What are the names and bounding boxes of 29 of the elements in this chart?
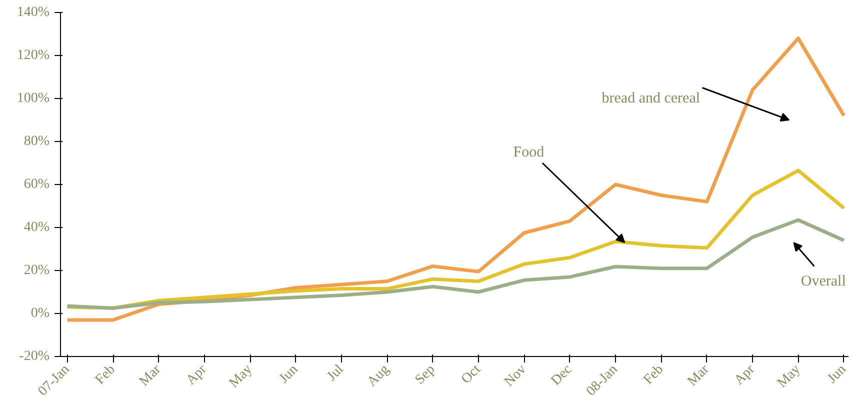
y-tick-label: 60% xyxy=(24,177,50,192)
text: Overall xyxy=(800,273,846,290)
y-tick-label: 20% xyxy=(24,263,50,278)
x-tick-label: Dec xyxy=(548,362,576,389)
y-tick-label: 40% xyxy=(24,220,50,235)
x-tick-label: Jun xyxy=(276,362,302,387)
x-tick-label: May xyxy=(774,362,804,391)
y-tick-label: -20% xyxy=(19,349,50,364)
text: bread and cereal xyxy=(602,90,700,106)
y-tick-label: 140% xyxy=(16,5,50,20)
x-tick-label: Oct xyxy=(458,362,484,388)
x-tick-label: May xyxy=(226,362,256,391)
x-tick-label: Aug xyxy=(364,362,392,390)
x-tick-label: Mar xyxy=(685,362,712,390)
x-tick-label: Nov xyxy=(502,362,530,390)
y-tick-label: 80% xyxy=(24,134,50,149)
x-tick-label: Jun xyxy=(824,362,850,387)
x-tick-label: Feb xyxy=(92,362,118,388)
x-tick-label: Mar xyxy=(136,362,164,390)
line-series xyxy=(66,218,846,310)
y-tick-label: 100% xyxy=(16,91,50,106)
y-tick-label: 120% xyxy=(16,48,50,63)
x-tick-label: Sep xyxy=(412,362,438,388)
x-tick-label: Feb xyxy=(641,362,667,388)
x-tick-label: Apr xyxy=(184,362,210,388)
text: Food xyxy=(513,144,545,160)
x-tick-label: Jul xyxy=(324,362,347,384)
x-tick-label: Apr xyxy=(732,362,758,388)
y-tick-label: 0% xyxy=(30,306,50,321)
